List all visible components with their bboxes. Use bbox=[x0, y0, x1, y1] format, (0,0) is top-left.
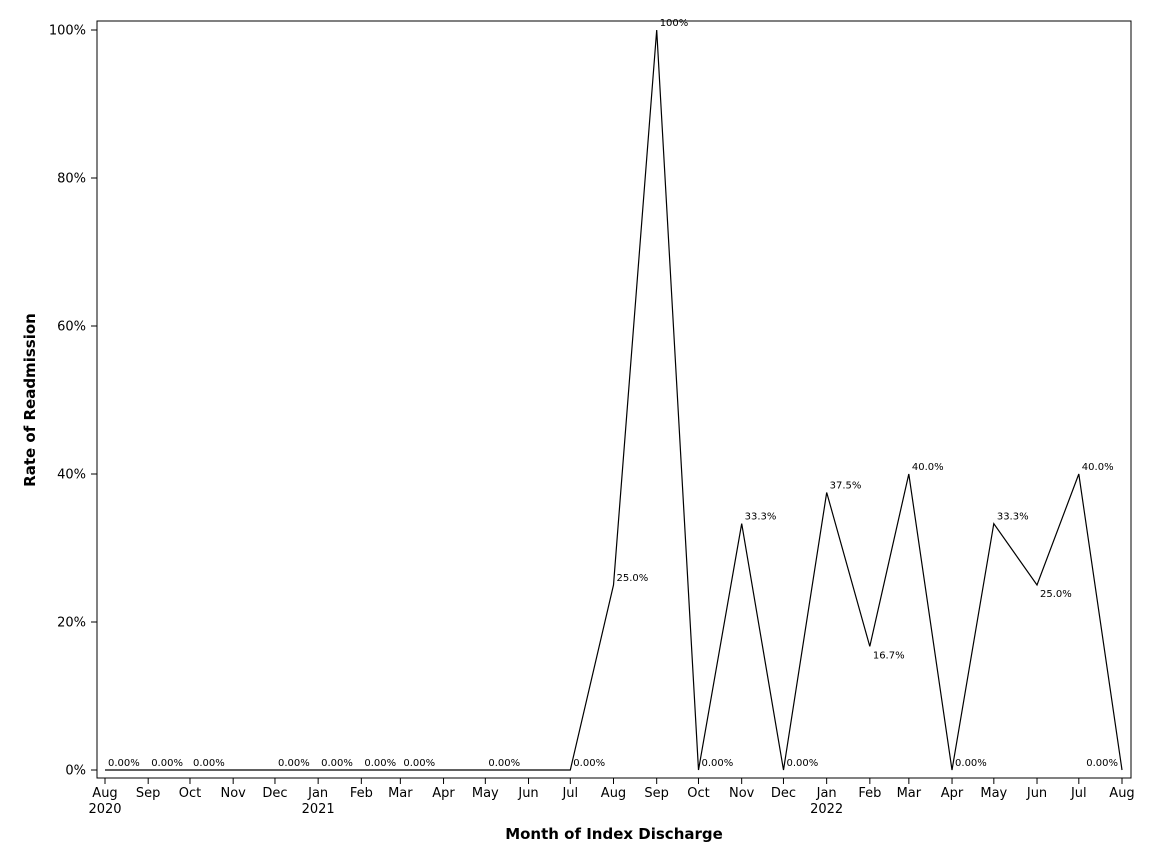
x-tick-label: Nov bbox=[729, 786, 755, 801]
x-tick-label: Aug bbox=[601, 786, 626, 801]
data-label: 0.00% bbox=[701, 758, 733, 769]
x-axis-title: Month of Index Discharge bbox=[505, 825, 723, 843]
y-axis-title: Rate of Readmission bbox=[21, 313, 39, 487]
x-tick-label: Jan bbox=[307, 786, 328, 801]
x-tick-label: Dec bbox=[771, 786, 796, 801]
data-label: 0.00% bbox=[321, 758, 353, 769]
y-axis: 0% 20% 40% 60% 80% 100% bbox=[49, 24, 97, 779]
x-tick-label: Oct bbox=[687, 786, 709, 801]
x-tick-label: Nov bbox=[220, 786, 246, 801]
x-tick-label: Sep bbox=[136, 786, 161, 801]
x-tick-label: Feb bbox=[858, 786, 881, 801]
data-label: 0.00% bbox=[488, 758, 520, 769]
data-label: 0.00% bbox=[955, 758, 987, 769]
x-year-label: 2022 bbox=[810, 802, 843, 817]
data-label: 25.0% bbox=[1040, 589, 1072, 600]
data-label: 0.00% bbox=[364, 758, 396, 769]
x-year-label: 2020 bbox=[88, 802, 121, 817]
x-tick-label: Jul bbox=[561, 786, 578, 801]
data-label: 0.00% bbox=[573, 758, 605, 769]
y-tick-label: 40% bbox=[57, 468, 86, 483]
data-label-layer: 0.00% 0.00% 0.00% 0.00% 0.00% 0.00% 0.00% 0.00%… bbox=[108, 18, 1118, 769]
data-label: 33.3% bbox=[745, 512, 777, 523]
y-tick-label: 20% bbox=[57, 616, 86, 631]
series-line bbox=[105, 29, 1123, 771]
y-tick-label: 0% bbox=[65, 764, 86, 779]
x-tick-label: Jul bbox=[1070, 786, 1087, 801]
x-year-label: 2021 bbox=[302, 802, 335, 817]
data-label: 0.00% bbox=[278, 758, 310, 769]
data-label: 0.00% bbox=[151, 758, 183, 769]
data-label: 0.00% bbox=[786, 758, 818, 769]
data-label: 40.0% bbox=[1082, 462, 1114, 473]
data-label: 0.00% bbox=[108, 758, 140, 769]
x-tick-label: Apr bbox=[941, 786, 964, 801]
x-tick-label: Sep bbox=[644, 786, 669, 801]
data-label: 37.5% bbox=[830, 481, 862, 492]
data-label: 0.00% bbox=[193, 758, 225, 769]
y-tick-label: 80% bbox=[57, 172, 86, 187]
data-label: 0.00% bbox=[1086, 758, 1118, 769]
x-tick-label: Aug bbox=[1109, 786, 1134, 801]
x-tick-label: Dec bbox=[262, 786, 287, 801]
data-label: 40.0% bbox=[912, 462, 944, 473]
data-label: 0.00% bbox=[403, 758, 435, 769]
data-label: 25.0% bbox=[617, 573, 649, 584]
x-tick-label: Apr bbox=[432, 786, 455, 801]
x-tick-label: Jan bbox=[816, 786, 837, 801]
x-axis: Aug Sep Oct Nov Dec Jan Feb Mar Apr May Jun Jul Aug S… bbox=[88, 778, 1135, 817]
x-tick-label: Oct bbox=[179, 786, 201, 801]
x-tick-label: Feb bbox=[350, 786, 373, 801]
series-layer bbox=[105, 29, 1123, 771]
y-tick-label: 60% bbox=[57, 320, 86, 335]
data-label: 100% bbox=[660, 18, 689, 29]
data-label: 16.7% bbox=[873, 650, 905, 661]
x-tick-label: May bbox=[472, 786, 499, 801]
x-tick-label: Jun bbox=[1026, 786, 1047, 801]
x-tick-label: Mar bbox=[388, 786, 413, 801]
x-tick-label: Aug bbox=[92, 786, 117, 801]
y-tick-label: 100% bbox=[49, 24, 86, 39]
plot-frame bbox=[96, 20, 1132, 779]
x-tick-label: May bbox=[980, 786, 1007, 801]
x-tick-label: Mar bbox=[897, 786, 922, 801]
data-label: 33.3% bbox=[997, 512, 1029, 523]
x-tick-label: Jun bbox=[517, 786, 538, 801]
